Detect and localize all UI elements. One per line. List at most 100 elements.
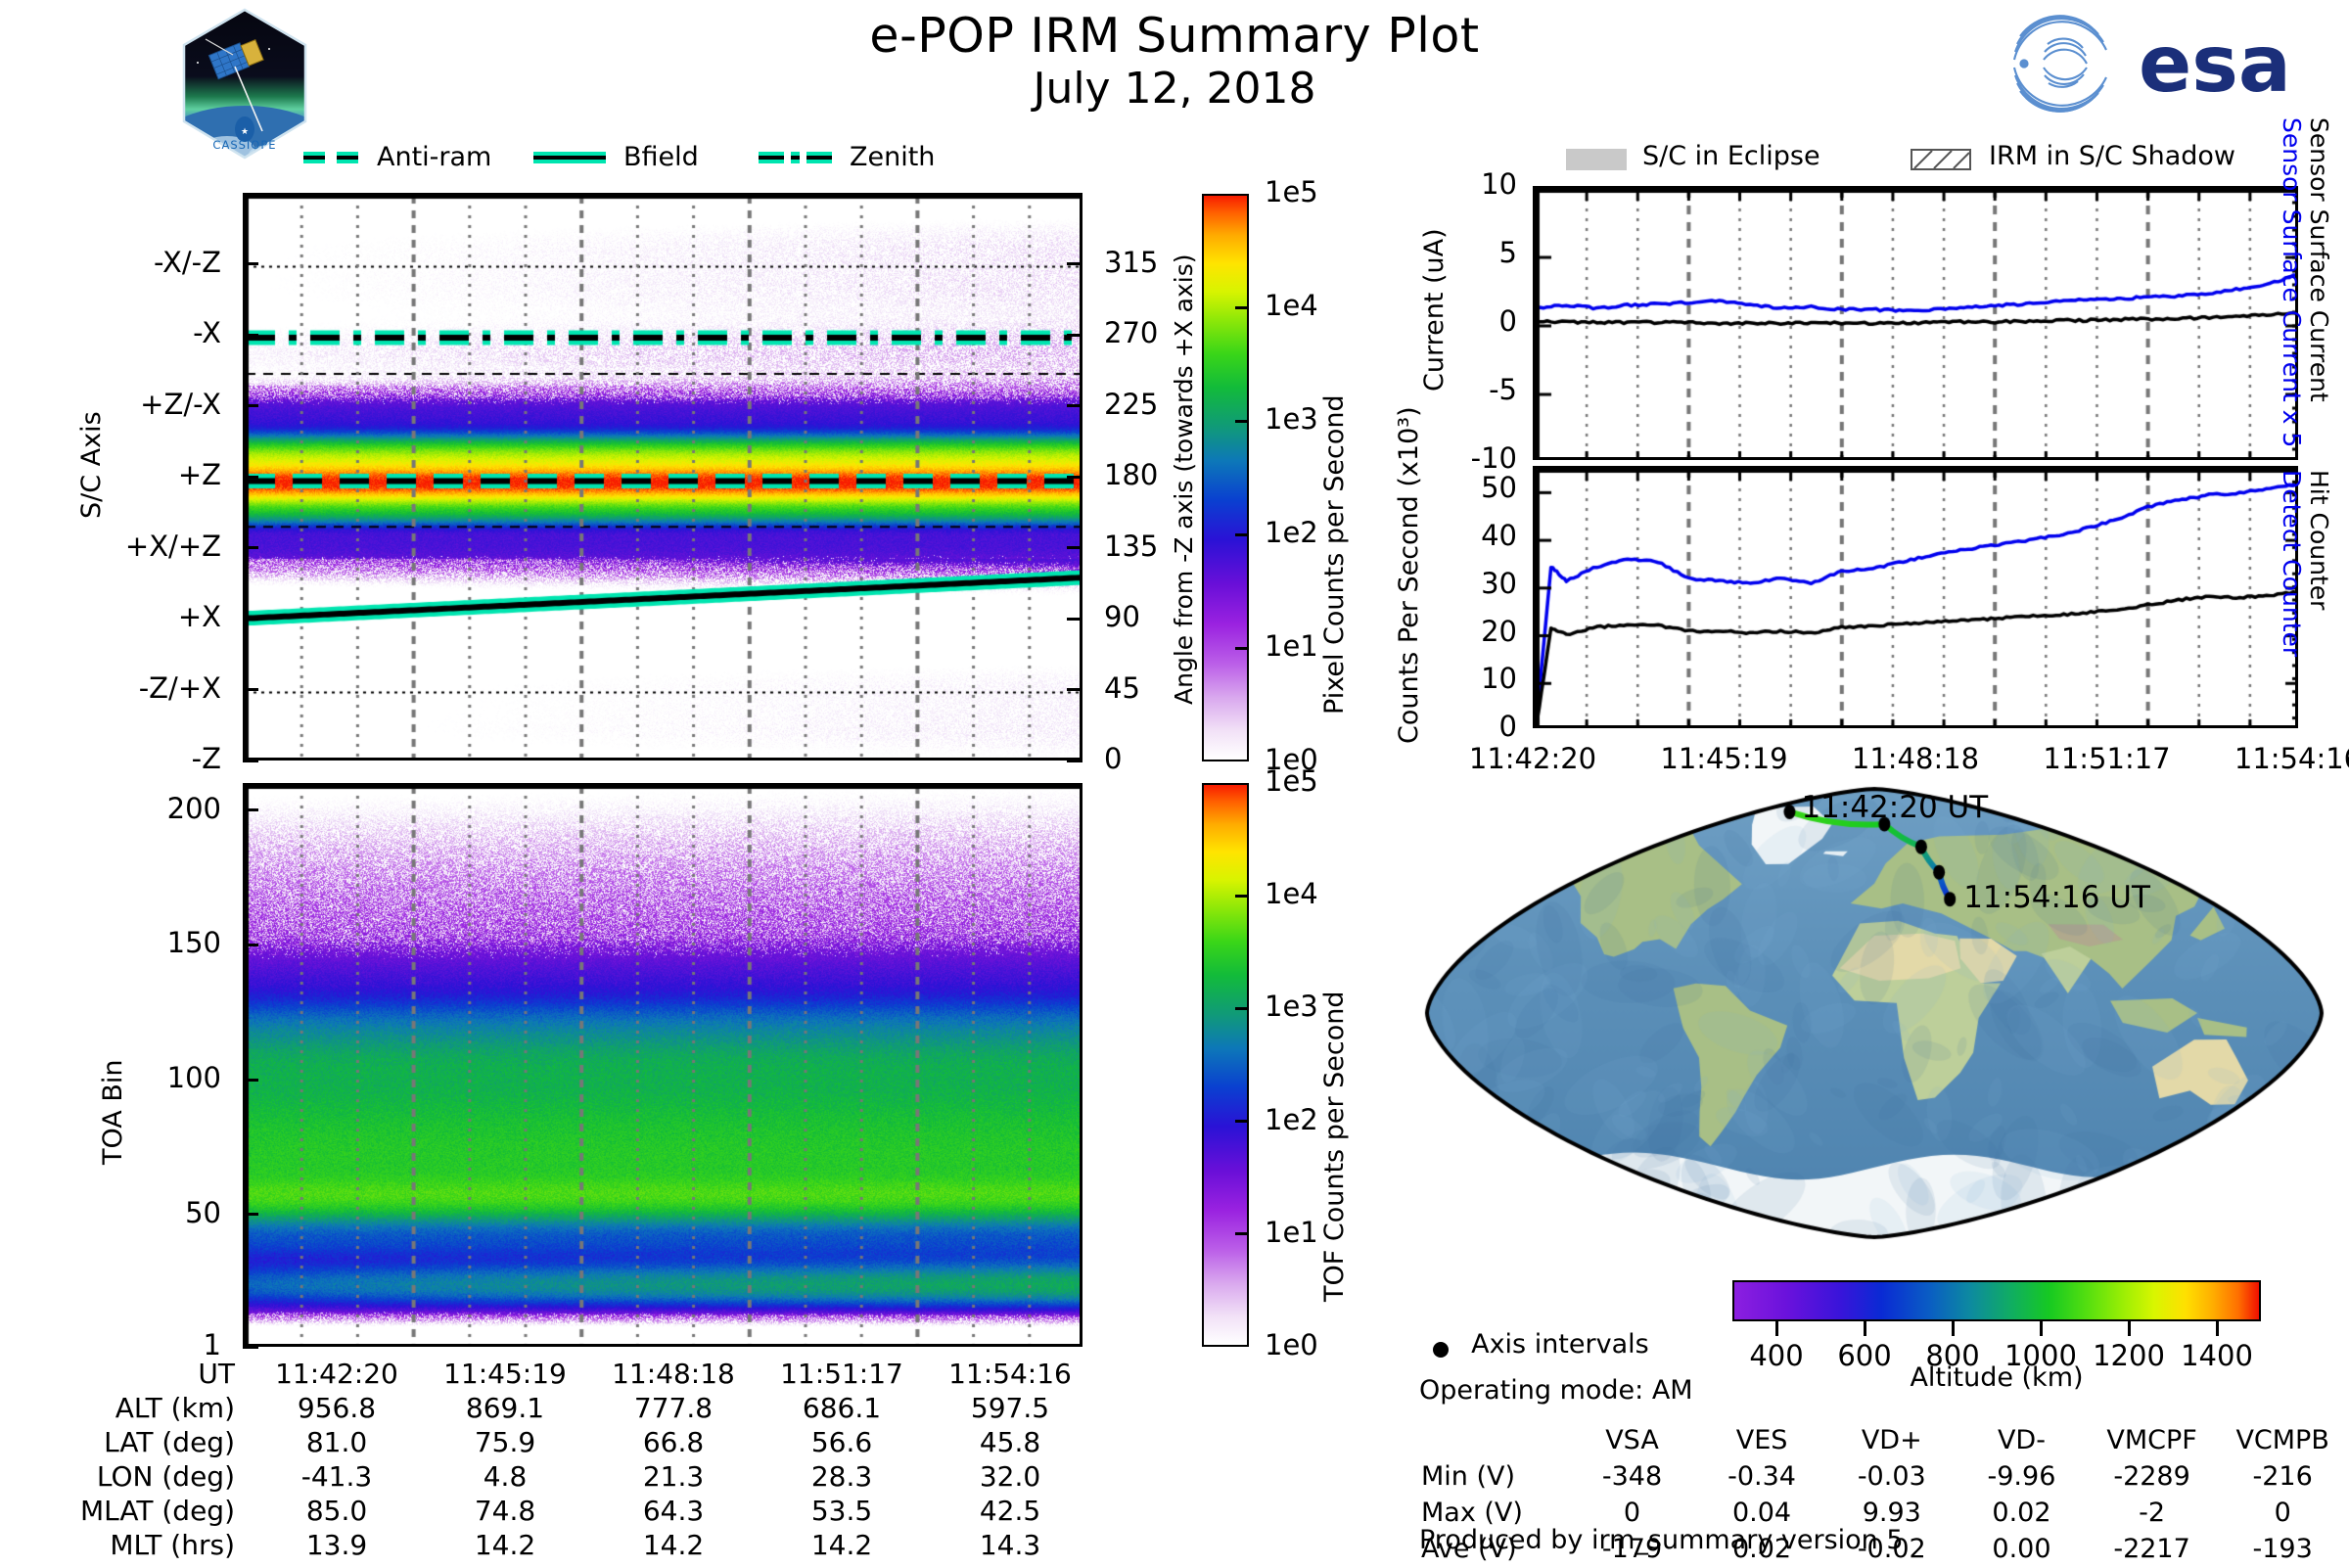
counts-ytick-50: 50 xyxy=(1481,471,1517,505)
y-tick-mark xyxy=(243,404,258,407)
pixel-spectrogram-ytick-+X: +X xyxy=(177,600,221,633)
orbit-cell: 64.3 xyxy=(642,1495,705,1527)
tof-colorbar-tick-1e3: 1e3 xyxy=(1265,990,1318,1024)
voltage-cell: -2289 xyxy=(2113,1461,2190,1492)
eclipse-legend: S/C in Eclipse IRM in S/C Shadow xyxy=(1566,141,2349,174)
counts-ytick-20: 20 xyxy=(1481,614,1517,648)
voltage-column-header: VD- xyxy=(1997,1425,2046,1455)
voltage-summary-table: VSA VES VD+ VD- VMCPF VCMPB Min (V) -348 -0.34 -0… xyxy=(1419,1421,2349,1568)
legend-swatch-zenith-dash2 xyxy=(806,152,832,163)
pixel-angle-spectrogram[interactable] xyxy=(243,193,1082,761)
altitude-tick-600: 600 xyxy=(1837,1339,1892,1372)
toa-bin-spectrogram[interactable] xyxy=(243,783,1082,1347)
pixel-spectrogram-angle-tick-180: 180 xyxy=(1104,458,1159,491)
voltage-column-header: VMCPF xyxy=(2106,1425,2197,1455)
pixel-spectrogram-ytick--X/-Z: -X/-Z xyxy=(154,245,221,279)
altitude-tick-mark xyxy=(2127,1321,2131,1336)
orbit-cell: 42.5 xyxy=(979,1495,1041,1527)
voltage-table-row: Max (V) 0 0.04 9.93 0.02 -2 0 xyxy=(1421,1496,2347,1530)
voltage-cell: -193 xyxy=(2252,1534,2313,1564)
colorbar-tick-mark xyxy=(1235,532,1249,536)
current-timeseries-panel[interactable] xyxy=(1533,186,2298,460)
altitude-tick-mark xyxy=(2039,1321,2043,1336)
altitude-tick-mark xyxy=(1863,1321,1866,1336)
altitude-tick-mark xyxy=(1774,1321,1778,1336)
orbit-cell: 11:54:16 xyxy=(948,1358,1072,1390)
current-ytick-0: 0 xyxy=(1498,304,1517,338)
esa-wordmark: esa xyxy=(2139,19,2291,110)
orbit-cell: 956.8 xyxy=(297,1392,377,1424)
current-ytick--5: -5 xyxy=(1489,373,1517,406)
orbit-cell: 11:48:18 xyxy=(612,1358,735,1390)
tof-colorbar-tick-1e4: 1e4 xyxy=(1265,877,1318,911)
pixel-colorbar-tick-1e1: 1e1 xyxy=(1265,629,1318,663)
orbit-row-label: MLAT (deg) xyxy=(79,1495,235,1527)
current-ytick--10: -10 xyxy=(1470,441,1517,475)
legend-swatch-sc-eclipse xyxy=(1566,149,1627,170)
orbit-parameter-table: UT 11:42:20 11:45:19 11:48:18 11:51:17 11:54:… xyxy=(39,1357,1094,1562)
pixel-spectrogram-right-axis-label: Angle from -Z axis (towards +X axis) xyxy=(1170,254,1198,706)
y-tick-mark xyxy=(1067,333,1082,337)
counts-right-label-blue: Detect Counter xyxy=(2278,470,2306,658)
tof-colorbar-tick-1e5: 1e5 xyxy=(1265,764,1318,798)
map-end-time-label: 11:54:16 UT xyxy=(1963,879,2150,915)
y-tick-mark xyxy=(1067,759,1082,762)
toa-spectrogram-ylabel: TOA Bin xyxy=(98,1059,128,1165)
world-ground-track-map[interactable]: 11:42:20 UT 11:54:16 UT xyxy=(1419,783,2329,1243)
y-tick-mark xyxy=(243,262,258,265)
voltage-cell: 0.02 xyxy=(1731,1534,1792,1564)
y-tick-mark xyxy=(243,333,258,337)
toa-ytick-1: 1 xyxy=(203,1328,221,1361)
voltage-table-row: Ave (V) -179 0.02 -0.02 0.00 -2217 -193 xyxy=(1421,1532,2347,1566)
altitude-colorbar xyxy=(1732,1280,2261,1321)
orbit-cell: 81.0 xyxy=(305,1426,368,1458)
pixel-spectrogram-ylabel: S/C Axis xyxy=(76,411,107,519)
colorbar-tick-mark xyxy=(1235,1232,1249,1236)
cassiope-mission-patch-icon: ★ CASSIOPE xyxy=(176,6,313,162)
voltage-cell: -9.96 xyxy=(1987,1461,2056,1492)
orbit-cell: 56.6 xyxy=(810,1426,873,1458)
counts-ytick-40: 40 xyxy=(1481,519,1517,553)
orbit-cell: 11:51:17 xyxy=(780,1358,903,1390)
voltage-cell: 0.04 xyxy=(1731,1498,1792,1528)
orbit-cell: 28.3 xyxy=(810,1460,873,1493)
altitude-tick-1400: 1400 xyxy=(2181,1339,2253,1372)
y-tick-mark xyxy=(243,475,258,479)
legend-swatch-bfield xyxy=(533,152,606,163)
y-tick-mark xyxy=(243,546,258,549)
produced-by-label: Produced by irm_summary version 5 xyxy=(1419,1525,1904,1555)
altitude-tick-400: 400 xyxy=(1749,1339,1804,1372)
legend-label-sc-eclipse: S/C in Eclipse xyxy=(1642,141,1820,171)
altitude-tick-1000: 1000 xyxy=(2004,1339,2077,1372)
orbit-cell: 14.2 xyxy=(810,1529,873,1561)
orbit-cell: 13.9 xyxy=(305,1529,368,1561)
y-tick-mark xyxy=(1067,617,1082,621)
pixel-colorbar-tick-1e2: 1e2 xyxy=(1265,516,1318,549)
colorbar-tick-mark xyxy=(1235,305,1249,309)
voltage-row-label: Min (V) xyxy=(1421,1461,1516,1492)
legend-label-anti-ram: Anti-ram xyxy=(377,142,492,172)
current-right-label-blue: Sensor Surface Current x 5 xyxy=(2278,117,2306,448)
altitude-tick-800: 800 xyxy=(1925,1339,1980,1372)
orbit-cell: 4.8 xyxy=(483,1460,528,1493)
orbit-table-row: UT 11:42:20 11:45:19 11:48:18 11:51:17 11:54:… xyxy=(39,1357,1094,1391)
voltage-cell: -216 xyxy=(2252,1461,2313,1492)
counts-timeseries-panel[interactable] xyxy=(1533,466,2298,728)
counts-xtick-11:45:19: 11:45:19 xyxy=(1660,742,1788,775)
colorbar-tick-mark xyxy=(1235,646,1249,650)
orbit-table-row: ALT (km) 956.8 869.1 777.8 686.1 597.5 xyxy=(39,1391,1094,1425)
counts-right-label-black: Hit Counter xyxy=(2305,470,2333,611)
y-tick-mark xyxy=(1067,546,1082,549)
spectrogram-legend: Anti-ram Bfield Zenith xyxy=(294,142,1037,173)
colorbar-tick-mark xyxy=(1235,419,1249,423)
orbit-cell: 45.8 xyxy=(979,1426,1041,1458)
orbit-cell: 11:42:20 xyxy=(275,1358,398,1390)
voltage-table-header-row: VSA VES VD+ VD- VMCPF VCMPB xyxy=(1421,1423,2347,1457)
orbit-table-row: MLAT (deg) 85.0 74.8 64.3 53.5 42.5 xyxy=(39,1494,1094,1528)
voltage-row-label: Ave (V) xyxy=(1421,1534,1517,1564)
orbit-cell: 869.1 xyxy=(465,1392,545,1424)
legend-swatch-anti-ram xyxy=(303,152,325,163)
current-right-label-black: Sensor Surface Current xyxy=(2305,117,2333,402)
voltage-cell: -0.03 xyxy=(1857,1461,1926,1492)
orbit-cell: 686.1 xyxy=(802,1392,882,1424)
